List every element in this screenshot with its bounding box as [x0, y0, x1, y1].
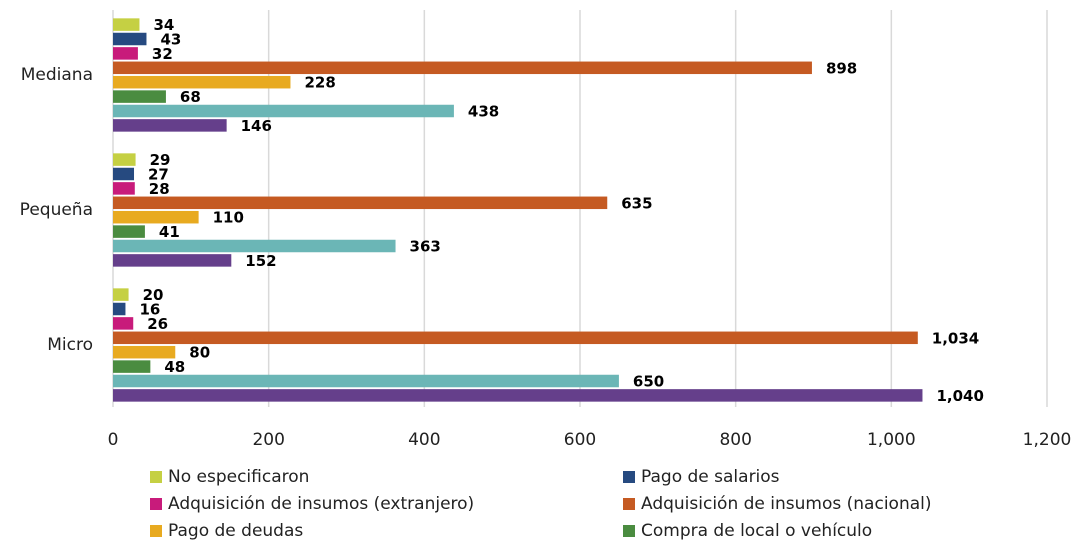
bar	[113, 153, 136, 166]
x-tick-label: 400	[408, 430, 440, 450]
bar	[113, 90, 166, 103]
legend-swatch	[150, 471, 162, 483]
bar	[113, 254, 232, 267]
data-label: 898	[826, 59, 857, 77]
data-label: 16	[139, 301, 160, 319]
data-label: 146	[241, 117, 272, 135]
bar	[113, 18, 140, 31]
bar	[113, 345, 176, 359]
legend-label: Pago de deudas	[168, 521, 303, 541]
data-label: 650	[633, 373, 664, 391]
x-tick-label: 600	[564, 430, 596, 450]
legend-swatch	[623, 498, 635, 510]
data-label: 1,034	[932, 329, 979, 347]
data-label: 228	[304, 74, 335, 92]
data-label: 68	[180, 88, 201, 106]
legend-swatch	[150, 525, 162, 537]
bar	[113, 389, 923, 402]
y-tick-label: Micro	[47, 335, 93, 355]
y-tick-label: Mediana	[21, 65, 93, 85]
legend-label: Compra de local o vehículo	[641, 521, 872, 541]
x-tick-label: 800	[719, 430, 751, 450]
bar	[113, 225, 145, 238]
bar	[113, 119, 227, 132]
data-label: 1,040	[936, 387, 983, 405]
data-label: 635	[621, 194, 652, 212]
bar	[113, 47, 138, 60]
bar	[113, 104, 454, 118]
data-label: 152	[245, 252, 276, 270]
data-label: 27	[148, 166, 169, 184]
data-label: 43	[160, 31, 181, 49]
legend-label: Adquisición de insumos (nacional)	[641, 494, 932, 514]
legend-swatch	[623, 525, 635, 537]
data-label: 28	[149, 180, 170, 198]
data-label: 438	[468, 103, 499, 121]
bar	[113, 196, 608, 210]
bar	[113, 374, 619, 388]
legend-swatch	[150, 498, 162, 510]
bar	[113, 317, 134, 330]
legend-swatch	[623, 471, 635, 483]
data-label: 363	[410, 238, 441, 256]
bar	[113, 360, 151, 373]
data-label: 29	[150, 151, 171, 169]
data-label: 34	[153, 16, 174, 34]
legend-label: Pago de salarios	[641, 467, 780, 487]
data-label: 32	[152, 45, 173, 63]
data-label: 110	[213, 209, 244, 227]
bar	[113, 331, 918, 345]
bar	[113, 288, 129, 301]
data-label: 20	[143, 286, 164, 304]
data-label: 80	[189, 344, 210, 362]
x-tick-label: 200	[252, 430, 284, 450]
data-label: 48	[164, 358, 185, 376]
legend-label: No especificaron	[168, 467, 309, 487]
bar	[113, 302, 126, 316]
bar	[113, 239, 396, 253]
bar	[113, 182, 135, 195]
bar	[113, 61, 812, 75]
data-label: 41	[159, 223, 180, 241]
x-tick-label: 0	[108, 430, 119, 450]
bar	[113, 167, 135, 181]
data-label: 26	[147, 315, 168, 333]
x-tick-label: 1,000	[867, 430, 916, 450]
bar	[113, 210, 199, 224]
legend-label: Adquisición de insumos (extranjero)	[168, 494, 474, 514]
bar	[113, 75, 291, 89]
x-tick-label: 1,200	[1023, 430, 1072, 450]
y-tick-label: Pequeña	[20, 200, 93, 220]
bar	[113, 32, 147, 46]
